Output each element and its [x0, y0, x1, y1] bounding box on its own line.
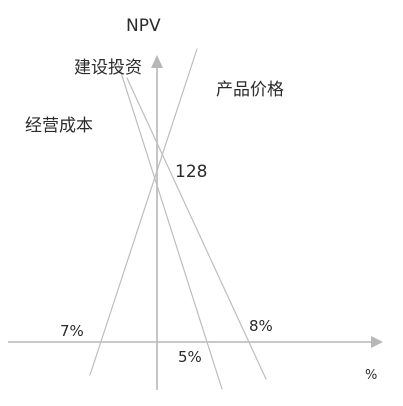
- series-name-product-price: 产品价格: [216, 80, 284, 100]
- series-xlabel-operating-cost: 7%: [60, 322, 84, 340]
- series-line-construction-investment: [116, 59, 223, 390]
- series-xlabel-construction-investment: 5%: [178, 348, 202, 366]
- center-value-label: 128: [175, 162, 207, 182]
- series-line-operating-cost: [89, 48, 198, 376]
- series-line-product-price: [126, 77, 267, 380]
- series-name-construction-investment: 建设投资: [74, 58, 142, 78]
- x-axis-arrow: [371, 336, 383, 348]
- y-axis-label: NPV: [126, 16, 161, 36]
- x-axis-label: %: [365, 368, 377, 383]
- y-axis-arrow: [151, 55, 163, 68]
- series-xlabel-product-price: 8%: [249, 317, 273, 335]
- series-name-operating-cost: 经营成本: [25, 116, 93, 136]
